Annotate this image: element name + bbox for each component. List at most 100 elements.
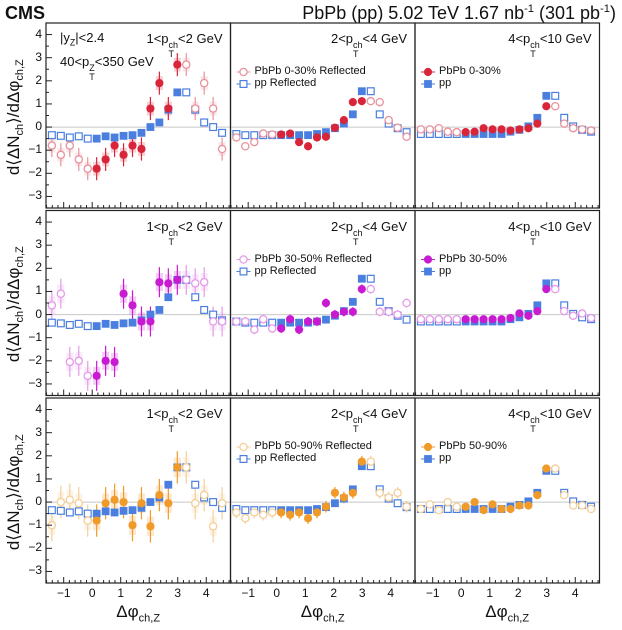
ylabel-sub: ch,Z [14, 246, 27, 268]
pbpb-reflected-point [434, 505, 444, 515]
pbpb-reflected-point [208, 522, 218, 531]
legend-pp-marker [424, 455, 432, 463]
pbpb-point [479, 315, 488, 324]
panel-data [230, 87, 415, 151]
pp-point [101, 319, 110, 328]
pbpb-point [321, 502, 331, 511]
pbpb-reflected-point [402, 132, 411, 142]
pp-point [357, 87, 366, 96]
pp-reflected-point [56, 506, 65, 515]
pbpb-reflected-point [550, 284, 560, 294]
pbpb-point [321, 298, 331, 308]
pp-reflected-point [65, 133, 74, 142]
z-pt-cut-label: 40<p Z T <350 GeV [60, 55, 154, 82]
pbpb-point [137, 144, 146, 154]
pbpb-reflected-point [190, 104, 200, 113]
label-script: ch T [530, 41, 540, 59]
x-tick-label: 1 [486, 586, 494, 600]
legend-pp-marker [239, 455, 248, 464]
x-tick-label: 4 [202, 586, 210, 600]
pp-point [128, 506, 137, 515]
pbpb-reflected-point [190, 498, 200, 508]
pbpb-point [137, 317, 146, 326]
pbpb-reflected-point [452, 127, 461, 137]
cut-sup: Z [89, 63, 95, 73]
pbpb-point [330, 488, 340, 497]
label-sup: ch [168, 40, 179, 50]
y-axis-title: d⟨ΔNch⟩/dΔφch,Z [4, 229, 26, 379]
pbpb-reflected-point [384, 307, 393, 317]
y-tick-label: −2 [28, 165, 42, 180]
pbpb-point [92, 164, 101, 173]
y-tick-label: 2 [35, 447, 42, 462]
pbpb-point [533, 306, 542, 316]
experiment-label: CMS [5, 3, 45, 23]
label-text: <4 GeV [362, 31, 407, 46]
pbpb-reflected-point [452, 502, 461, 511]
pp-reflected-point [241, 506, 250, 515]
pbpb-reflected-point [568, 311, 578, 320]
pbpb-reflected-point [586, 126, 596, 135]
pbpb-reflected-point [559, 119, 569, 128]
legend-pbpb-marker [239, 442, 248, 452]
ylabel-sub: ch,Z [14, 58, 27, 81]
pbpb-point [348, 97, 357, 107]
legend-pp-marker [424, 267, 432, 276]
pbpb-reflected-point [83, 371, 92, 381]
legend-pbpb-marker [423, 255, 433, 264]
ylabel-sub: ch [14, 310, 27, 323]
pp-reflected-point [74, 319, 83, 328]
y-tick-label: 1 [35, 95, 42, 110]
y-tick-label: 3 [35, 49, 42, 64]
label-sup: ch [353, 40, 363, 50]
y-tick-label: 3 [35, 424, 42, 439]
pp-reflected-point [200, 118, 209, 127]
pp-reflected-point [65, 320, 74, 329]
xlabel-text: Δφ [485, 602, 508, 621]
y-axis-title: d⟨ΔNch⟩/dΔφch,Z [4, 42, 26, 192]
pp-reflected-point [56, 131, 65, 140]
label-text: 2<p [330, 406, 354, 421]
y-axis-title: d⟨ΔNch⟩/dΔφch,Z [4, 417, 26, 567]
pbpb-reflected-point [199, 78, 209, 88]
y-tick-label: 3 [35, 237, 42, 252]
pbpb-point [155, 278, 164, 287]
pbpb-point [524, 501, 533, 510]
pbpb-point [119, 150, 128, 159]
panel [414, 22, 601, 209]
y-tick-label: 4 [35, 214, 42, 229]
panel-data [46, 53, 231, 181]
legend-pp-label: pp [439, 77, 452, 89]
label-text: <2 GeV [178, 218, 223, 234]
pbpb-point [339, 116, 348, 125]
pp-reflected-point [191, 480, 200, 489]
pbpb-reflected-point [208, 104, 218, 113]
legend-pbpb-marker [423, 67, 433, 77]
label-script: ch T [530, 228, 540, 247]
pbpb-reflected-point [74, 356, 84, 366]
pbpb-reflected-point [452, 314, 461, 324]
pp-point [164, 480, 173, 489]
legend-pbpb-label: PbPb 50-90% Reflected [254, 440, 372, 452]
label-text: 1<p [146, 218, 169, 234]
legend [421, 67, 435, 88]
x-tick-label: −1 [241, 586, 256, 600]
pbpb-reflected-point [83, 164, 92, 173]
pbpb-reflected-point [259, 314, 268, 324]
pt-bin-label: 4<p ch T <10 GeV [508, 407, 591, 434]
pp-reflected-point [47, 506, 56, 515]
pbpb-point [101, 356, 110, 365]
pbpb-reflected-point [375, 488, 384, 498]
pbpb-reflected-point [416, 314, 426, 324]
pbpb-reflected-point [425, 314, 435, 324]
pbpb-reflected-point [208, 317, 218, 326]
pp-point [164, 293, 173, 302]
pbpb-reflected-point [74, 155, 84, 164]
pbpb-point [146, 104, 155, 113]
pbpb-reflected-point [241, 317, 250, 326]
x-axis-title: Δφch,Z [301, 603, 345, 624]
label-sub: T [353, 236, 359, 247]
pbpb-point [303, 142, 313, 151]
y-tick-label: 0 [35, 306, 42, 321]
label-text: 4<p [508, 218, 531, 234]
